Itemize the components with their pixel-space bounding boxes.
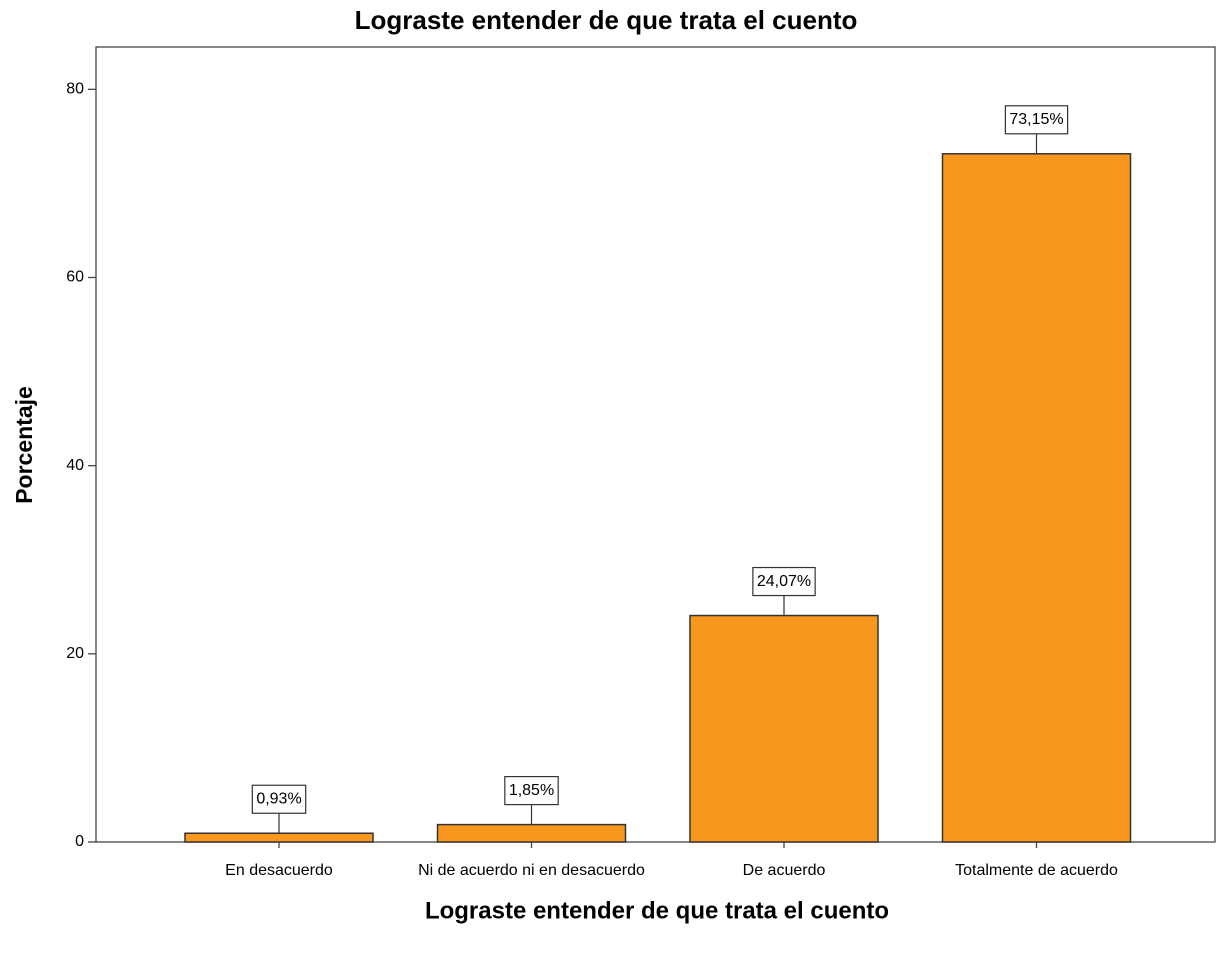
y-tick-label: 40 bbox=[66, 457, 84, 474]
x-tick-label: De acuerdo bbox=[742, 862, 826, 879]
y-tick-label: 80 bbox=[66, 81, 84, 98]
bar bbox=[184, 832, 374, 843]
y-tick-label: 20 bbox=[66, 645, 84, 662]
value-label-box bbox=[251, 784, 307, 814]
y-axis-title: Porcentaje bbox=[11, 386, 37, 504]
bar bbox=[941, 153, 1132, 843]
y-tick-label: 60 bbox=[66, 269, 84, 286]
value-label: 0,93% bbox=[256, 790, 301, 807]
value-label: 73,15% bbox=[1009, 111, 1063, 128]
value-label-box bbox=[504, 775, 559, 806]
bar bbox=[436, 823, 627, 843]
value-label-box bbox=[752, 566, 816, 597]
x-tick-label: Totalmente de acuerdo bbox=[955, 862, 1118, 879]
plot-frame bbox=[95, 46, 1216, 843]
x-tick-label: Ni de acuerdo ni en desacuerdo bbox=[418, 862, 645, 879]
value-label: 1,85% bbox=[509, 782, 554, 799]
y-tick-label: 0 bbox=[75, 833, 84, 850]
value-label-box bbox=[1004, 105, 1069, 135]
chart-title: Lograste entender de que trata el cuento bbox=[355, 5, 858, 35]
x-axis-title: Lograste entender de que trata el cuento bbox=[425, 897, 889, 924]
x-tick-label: En desacuerdo bbox=[225, 862, 333, 879]
value-label: 24,07% bbox=[757, 573, 811, 590]
bar bbox=[689, 614, 879, 843]
